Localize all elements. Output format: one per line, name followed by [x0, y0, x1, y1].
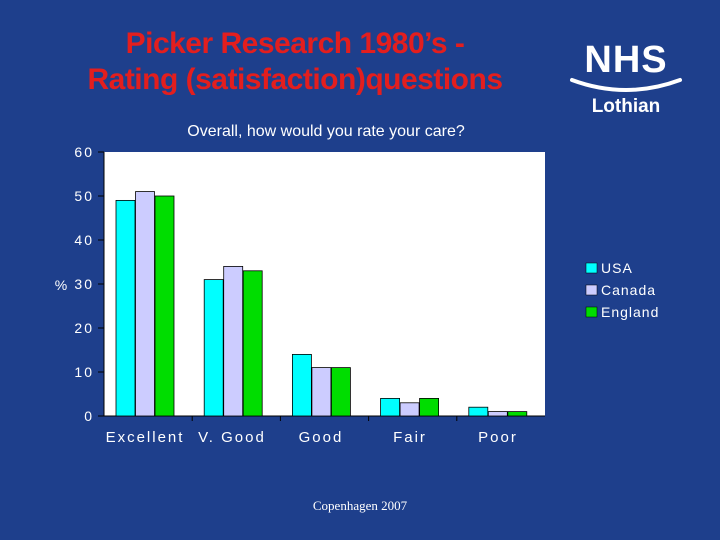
y-tick-label-1: 10 — [74, 364, 94, 380]
bar-england-1 — [242, 270, 263, 417]
legend-label-usa: USA — [601, 260, 633, 276]
legend-swatch-england — [585, 306, 598, 318]
legend-label-england: England — [601, 304, 659, 320]
chart-title: Overall, how would you rate your care? — [187, 123, 465, 140]
nhs-lothian-logo: NHS Lothian — [566, 40, 696, 122]
legend-label-canada: Canada — [601, 282, 656, 298]
bar-canada-0 — [135, 191, 155, 417]
slide-title-line-2: Rating (satisfaction)questions — [87, 63, 503, 96]
bar-canada-3 — [399, 402, 420, 417]
y-axis-label: % — [55, 277, 67, 293]
bar-usa-2 — [291, 353, 312, 417]
x-tick-label-2: Good — [299, 429, 344, 446]
logo-lothian-text: Lothian — [591, 96, 661, 117]
y-tick-label-5: 50 — [74, 188, 94, 204]
footer-text: Copenhagen 2007 — [312, 498, 408, 513]
y-tick-label-0: 0 — [84, 408, 94, 424]
bar-usa-0 — [115, 199, 136, 417]
legend-swatch-canada — [585, 284, 598, 296]
bar-england-3 — [419, 397, 440, 417]
slide-title: Picker Research 1980’s - Rating (satisfa… — [40, 26, 550, 98]
slide-title-line-1: Picker Research 1980’s - — [125, 27, 465, 60]
y-tick-label-4: 40 — [74, 232, 94, 248]
x-tick-label-1: V. Good — [198, 429, 266, 446]
bar-usa-3 — [380, 397, 401, 417]
y-tick-label-2: 20 — [74, 320, 94, 336]
bar-england-2 — [330, 367, 351, 417]
bar-england-4 — [507, 411, 528, 417]
logo-nhs-text: NHS — [584, 39, 668, 81]
legend-swatch-usa — [585, 262, 598, 274]
logo-swoosh-icon — [570, 78, 682, 92]
bar-usa-4 — [468, 406, 489, 417]
bar-usa-1 — [203, 279, 224, 417]
y-tick-label-6: 60 — [74, 144, 94, 160]
bar-canada-2 — [311, 367, 332, 417]
x-tick-label-4: Poor — [478, 429, 518, 446]
x-tick-label-0: Excellent — [106, 429, 185, 446]
y-tick-label-3: 30 — [74, 276, 94, 292]
x-tick-label-3: Fair — [393, 429, 427, 446]
bar-england-0 — [154, 195, 175, 417]
bar-canada-1 — [223, 265, 244, 417]
bar-canada-4 — [487, 411, 508, 417]
